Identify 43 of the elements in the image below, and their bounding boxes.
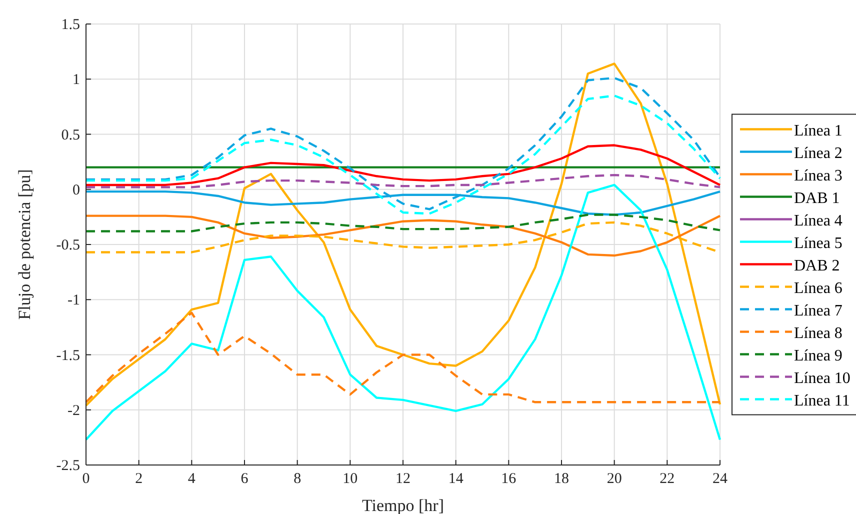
- x-tick-label: 2: [135, 471, 143, 487]
- legend-label: DAB 1: [794, 190, 840, 207]
- y-tick-label: 0: [72, 182, 80, 198]
- x-tick-label: 18: [554, 471, 569, 487]
- y-tick-label: -2: [68, 402, 80, 419]
- x-tick-label: 22: [660, 471, 675, 487]
- y-tick-label: 1.5: [61, 17, 80, 33]
- y-axis-title: Flujo de potencia [pu]: [15, 169, 34, 320]
- y-tick-label: -2.5: [56, 458, 80, 474]
- legend-label: Línea 9: [794, 347, 842, 364]
- legend-label: Línea 5: [794, 234, 842, 252]
- y-tick-label: -1.5: [56, 348, 80, 364]
- y-tick-label: -0.5: [56, 238, 80, 254]
- x-tick-label: 20: [606, 471, 622, 487]
- x-tick-label: 12: [396, 471, 410, 487]
- line-series: [84, 214, 722, 257]
- legend-label: Línea 1: [794, 122, 842, 140]
- line-series: [84, 174, 722, 188]
- x-tick-label: 10: [342, 471, 358, 487]
- legend-label: Línea 11: [794, 392, 850, 410]
- x-tick-label: 4: [188, 471, 196, 487]
- y-tick-label: 0.5: [61, 127, 80, 144]
- line-series: [84, 312, 722, 404]
- line-series: [84, 184, 722, 441]
- legend-label: Línea 4: [794, 212, 842, 230]
- line-series: [84, 94, 722, 215]
- legend-label: DAB 2: [794, 257, 840, 274]
- x-tick-label: 14: [448, 471, 464, 487]
- line-series: [84, 144, 722, 186]
- line-series: [84, 214, 722, 232]
- x-tick-label: 8: [294, 471, 302, 487]
- legend-label: Línea 6: [794, 280, 842, 297]
- x-tick-label: 6: [240, 471, 249, 487]
- legend-label: Línea 7: [794, 302, 842, 320]
- legend-label: Línea 3: [794, 167, 842, 184]
- line-series: [84, 62, 722, 407]
- legend-label: Línea 10: [794, 370, 850, 387]
- y-tick-label: -1: [68, 292, 80, 309]
- legend-label: Línea 2: [794, 144, 842, 162]
- x-tick-label: 16: [501, 471, 517, 487]
- x-tick-label: 24: [712, 471, 728, 487]
- legend-label: Línea 8: [794, 324, 842, 342]
- y-tick-label: 1: [72, 72, 80, 88]
